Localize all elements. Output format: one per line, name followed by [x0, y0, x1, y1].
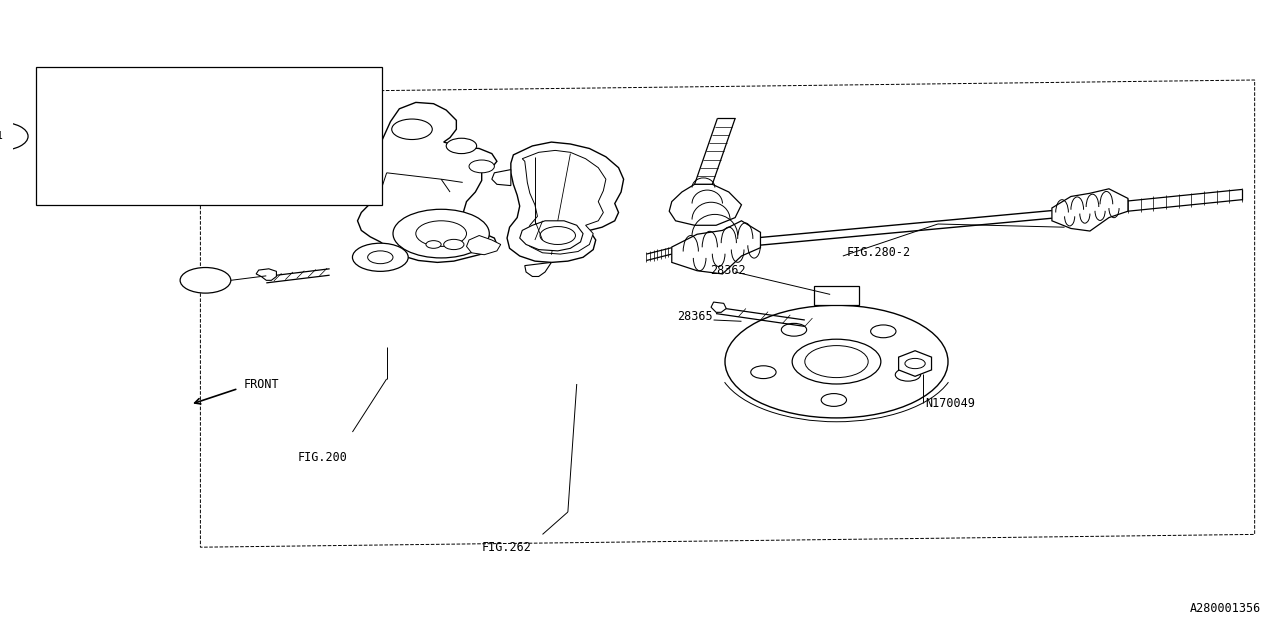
Circle shape — [724, 305, 948, 418]
Polygon shape — [507, 142, 623, 262]
Circle shape — [426, 241, 442, 248]
Polygon shape — [1052, 189, 1128, 231]
Circle shape — [905, 358, 925, 369]
Circle shape — [540, 227, 576, 244]
Polygon shape — [669, 184, 741, 225]
Circle shape — [0, 122, 28, 150]
Circle shape — [444, 239, 463, 250]
Circle shape — [367, 251, 393, 264]
Polygon shape — [899, 351, 932, 376]
Text: <’19MY- >: <’19MY- > — [166, 177, 219, 188]
Text: 28365: 28365 — [677, 310, 713, 323]
Circle shape — [751, 366, 776, 379]
Polygon shape — [712, 302, 726, 312]
Circle shape — [393, 209, 489, 258]
Circle shape — [792, 339, 881, 384]
Bar — [36, 67, 381, 205]
Circle shape — [870, 325, 896, 338]
Circle shape — [781, 323, 806, 336]
Circle shape — [805, 346, 868, 378]
Text: 1: 1 — [0, 131, 3, 141]
Polygon shape — [357, 102, 497, 262]
Polygon shape — [672, 221, 760, 274]
Polygon shape — [525, 262, 552, 276]
Text: M000468: M000468 — [41, 177, 82, 188]
Polygon shape — [256, 269, 276, 280]
Text: M000285: M000285 — [41, 85, 82, 95]
Circle shape — [392, 119, 433, 140]
Circle shape — [180, 268, 230, 293]
Text: A280001356: A280001356 — [1189, 602, 1261, 614]
Text: FRONT: FRONT — [243, 378, 279, 390]
Polygon shape — [466, 236, 500, 255]
Text: FIG.280-2: FIG.280-2 — [846, 246, 911, 259]
Polygon shape — [492, 170, 511, 186]
Circle shape — [416, 221, 466, 246]
Circle shape — [895, 369, 920, 381]
Text: < -’16MY>: < -’16MY> — [166, 85, 219, 95]
Text: FIG.200: FIG.200 — [298, 451, 348, 464]
Circle shape — [447, 138, 476, 154]
Text: N170049: N170049 — [925, 397, 975, 410]
Polygon shape — [814, 286, 859, 305]
Text: 28362: 28362 — [710, 264, 745, 276]
Circle shape — [352, 243, 408, 271]
Polygon shape — [520, 221, 584, 251]
Text: FIG.262: FIG.262 — [481, 541, 531, 554]
Text: <’17MY-’18MY>: <’17MY-’18MY> — [166, 131, 242, 141]
Text: 1: 1 — [202, 275, 209, 285]
Text: M000449: M000449 — [41, 131, 82, 141]
Circle shape — [468, 160, 494, 173]
Circle shape — [822, 394, 846, 406]
Polygon shape — [522, 150, 605, 254]
